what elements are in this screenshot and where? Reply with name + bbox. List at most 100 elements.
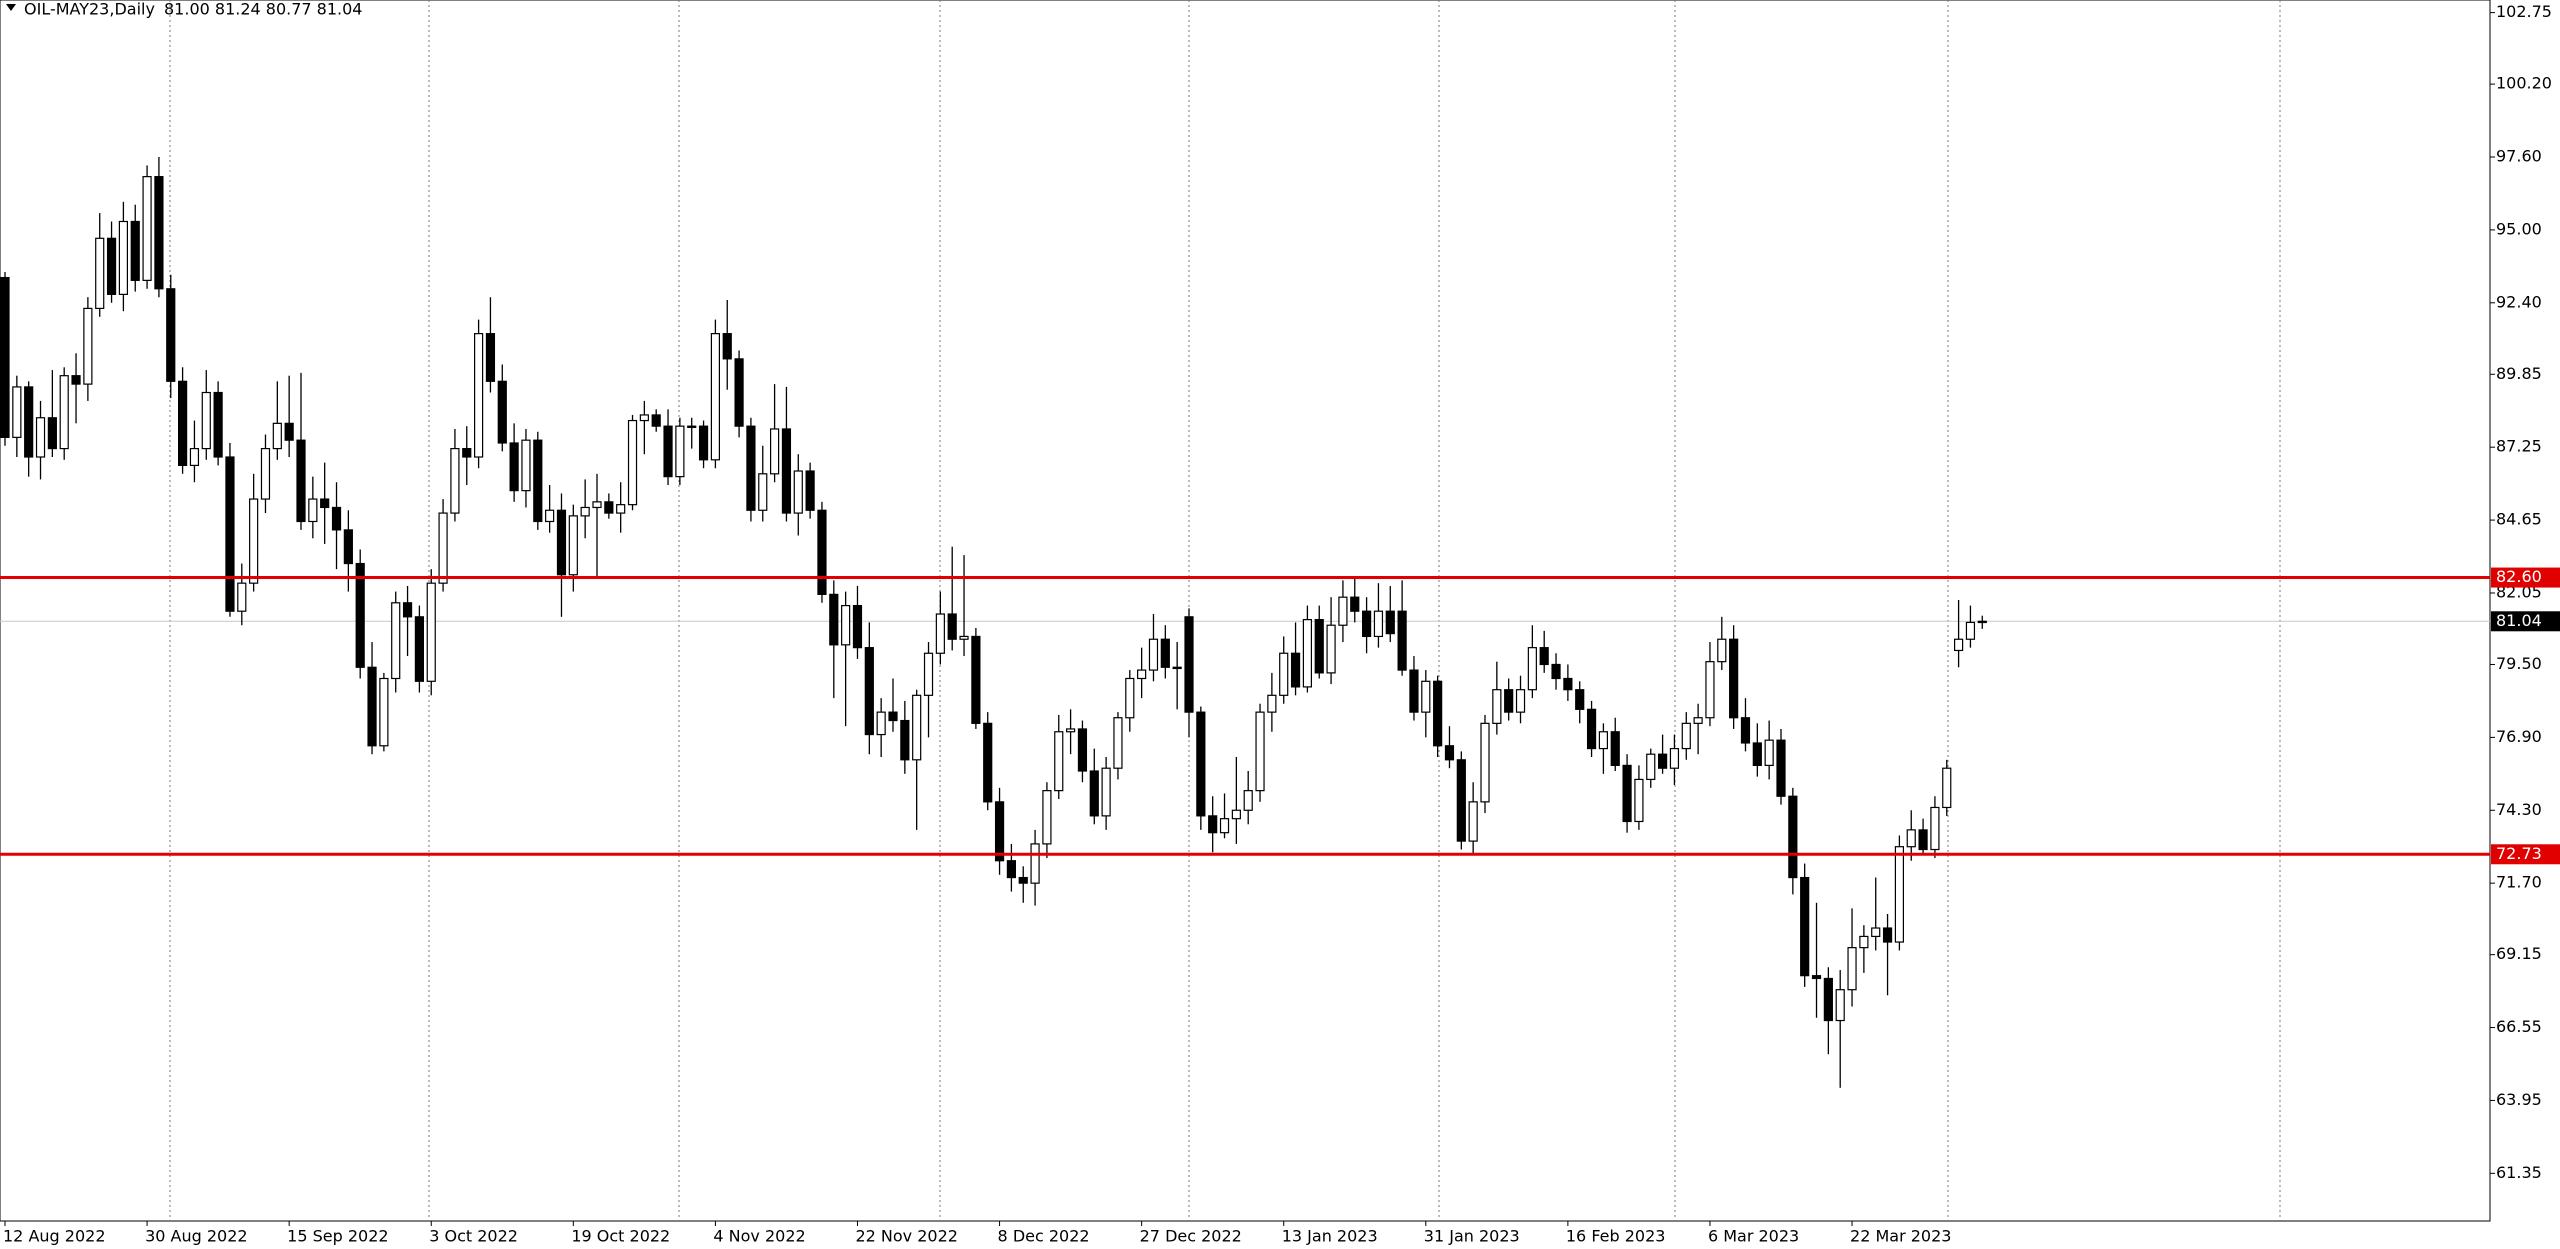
candle-body: [142, 176, 152, 281]
candle-body: [1622, 764, 1632, 823]
candle-body: [675, 425, 685, 478]
current-price-bg: [2491, 611, 2560, 632]
candle-body: [1184, 616, 1194, 713]
y-tick-label: 92.40: [2496, 292, 2542, 311]
candle-body: [1208, 815, 1218, 834]
candle-body: [166, 288, 176, 382]
candle-body: [1669, 747, 1680, 769]
candle-body: [556, 509, 567, 576]
candle-body: [1634, 778, 1644, 823]
candle-body: [639, 414, 649, 422]
candle-body: [225, 456, 235, 612]
candle-body: [249, 498, 259, 584]
candle-body: [1373, 610, 1384, 638]
candle-body: [1468, 801, 1478, 842]
candle-body: [1586, 708, 1597, 750]
candle-body: [1385, 610, 1395, 635]
candle-body: [1302, 619, 1313, 688]
candle-body: [1705, 661, 1715, 719]
candle-body: [1882, 927, 1893, 943]
candle-body: [154, 176, 164, 290]
candle-body: [1219, 818, 1230, 834]
candle-body: [841, 604, 851, 646]
candle-body: [994, 801, 1005, 862]
candle-body: [781, 428, 792, 514]
candle-body: [1823, 977, 1833, 1022]
candle-body: [568, 515, 578, 576]
current-price-label: 81.04: [2496, 611, 2542, 630]
x-tick-label: 22 Mar 2023: [1850, 1227, 1951, 1246]
y-tick-label: 66.55: [2496, 1017, 2542, 1036]
candle-body: [47, 417, 57, 450]
candle-body: [95, 237, 105, 310]
candle-body: [1433, 680, 1443, 747]
candle-body: [1137, 669, 1147, 680]
candle-body: [1835, 989, 1845, 1022]
candle-body: [414, 616, 424, 682]
candle-body: [971, 635, 981, 724]
candle-body: [1729, 638, 1739, 719]
candle-body: [213, 391, 223, 458]
menu-arrow[interactable]: [6, 4, 16, 11]
x-tick-label: 13 Jan 2023: [1282, 1227, 1378, 1246]
candle-body: [876, 711, 886, 736]
x-tick-label: 4 Nov 2022: [713, 1227, 805, 1246]
candle-body: [331, 506, 342, 531]
candle-body: [355, 562, 365, 668]
x-tick-label: 22 Nov 2022: [855, 1227, 957, 1246]
candle-body: [722, 333, 732, 360]
candle-body: [687, 425, 697, 428]
candle-body: [1101, 767, 1111, 817]
y-tick-label: 84.65: [2496, 510, 2542, 529]
candle-body: [758, 473, 768, 511]
candle-body: [616, 504, 626, 514]
candle-body: [746, 425, 756, 511]
candle-body: [320, 498, 330, 509]
candle-body: [367, 666, 377, 747]
candle-body: [1504, 689, 1514, 713]
y-tick-label: 79.50: [2496, 654, 2542, 673]
candle-body: [497, 380, 507, 444]
candle-body: [12, 386, 22, 438]
candle-body: [178, 380, 188, 467]
candle-body: [1326, 624, 1336, 674]
candle-body: [1267, 694, 1277, 713]
candle-body: [1918, 829, 1928, 851]
candle-body: [1397, 610, 1407, 671]
candle-body: [592, 501, 602, 509]
candle-body: [533, 439, 543, 523]
level-label: 72.73: [2496, 844, 2542, 863]
candle-body: [1752, 742, 1762, 767]
candle-body: [1018, 876, 1028, 884]
candle-body: [1776, 739, 1786, 797]
candle-body: [1231, 809, 1241, 820]
y-tick-label: 71.70: [2496, 873, 2542, 892]
candle-body: [106, 237, 117, 295]
level-label-bg: [2491, 844, 2560, 865]
candle-body: [1456, 759, 1466, 842]
y-tick-label: 102.75: [2496, 2, 2552, 21]
candle-body: [1610, 731, 1620, 767]
chart-title: OIL-MAY23,Daily: [24, 0, 155, 19]
candle-body: [1148, 638, 1159, 671]
candle-body: [474, 333, 484, 458]
candle-body: [24, 386, 34, 458]
candle-body: [1361, 610, 1372, 638]
candle-body: [1811, 975, 1822, 980]
candle-body: [545, 509, 555, 523]
candle-body: [237, 582, 247, 612]
y-tick-label: 74.30: [2496, 800, 2542, 819]
candle-body: [1290, 652, 1301, 688]
candle-body: [1480, 722, 1490, 803]
y-tick-label: 61.35: [2496, 1163, 2542, 1182]
y-tick-label: 87.25: [2496, 437, 2542, 456]
candle-body: [1421, 680, 1431, 713]
candle-body: [1030, 843, 1040, 884]
candle-body: [284, 422, 294, 441]
x-tick-label: 12 Aug 2022: [3, 1227, 106, 1246]
candle-body: [1953, 638, 1964, 652]
y-tick-label: 69.15: [2496, 944, 2542, 963]
candle-body: [426, 582, 436, 682]
candle-body: [1906, 829, 1916, 848]
candle-body: [698, 425, 709, 461]
